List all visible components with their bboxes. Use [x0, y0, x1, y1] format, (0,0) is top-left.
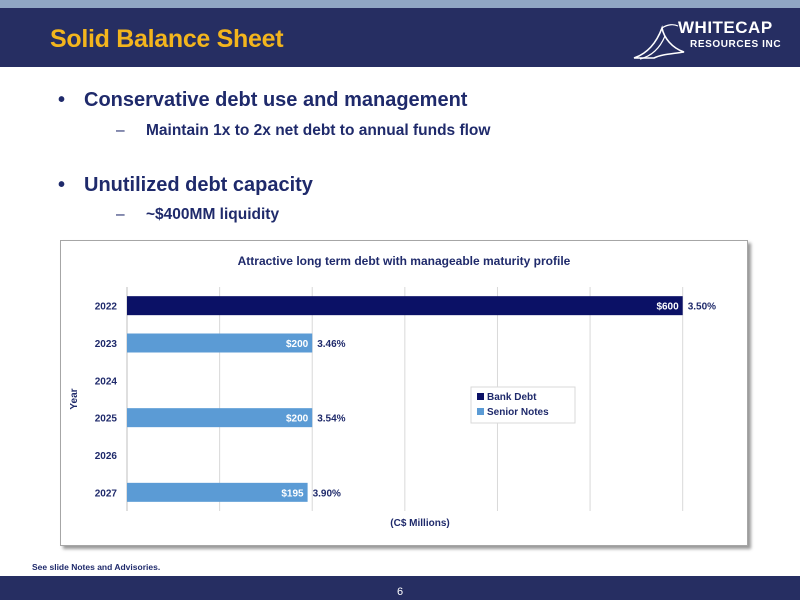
company-logo: WHITECAP RESOURCES INC	[632, 14, 792, 62]
legend-label: Senior Notes	[487, 407, 549, 418]
sub-bullet-1-text: Maintain 1x to 2x net debt to annual fun…	[146, 122, 491, 139]
slide-title: Solid Balance Sheet	[50, 25, 284, 53]
sub-bullet-2: – ~$400MM liquidity	[116, 206, 279, 224]
bullet-glyph: •	[58, 89, 66, 111]
y-tick-label: 2027	[95, 488, 118, 499]
y-tick-label: 2026	[95, 451, 118, 462]
bar-senior-notes	[127, 333, 313, 353]
dash-glyph: –	[116, 206, 125, 223]
bar-rate-label: 3.50%	[688, 302, 716, 313]
page-number: 6	[396, 586, 404, 598]
legend-swatch	[477, 408, 484, 415]
y-tick-label: 2023	[95, 339, 118, 350]
bar-value-label: $600	[656, 302, 679, 313]
legend-swatch	[477, 393, 484, 400]
footnote: See slide Notes and Advisories.	[32, 562, 161, 572]
y-tick-label: 2025	[95, 414, 118, 425]
debt-maturity-chart: Attractive long term debt with manageabl…	[60, 240, 748, 546]
bar-value-label: $195	[281, 488, 304, 499]
logo-subtext: RESOURCES INC	[690, 39, 782, 50]
chart-title: Attractive long term debt with manageabl…	[238, 254, 571, 268]
top-accent-strip	[0, 0, 800, 8]
bar-rate-label: 3.54%	[317, 414, 345, 425]
bar-senior-notes	[127, 482, 308, 502]
sub-bullet-1: – Maintain 1x to 2x net debt to annual fu…	[116, 122, 490, 140]
dash-glyph: –	[116, 122, 125, 139]
y-axis-label: Year	[69, 388, 80, 409]
bullet-2: • Unutilized debt capacity	[58, 174, 313, 197]
bar-bank-debt	[127, 296, 683, 316]
bar-rate-label: 3.46%	[317, 339, 345, 350]
bar-rate-label: 3.90%	[313, 488, 341, 499]
bullet-glyph: •	[58, 174, 66, 196]
whitecap-wave-icon	[633, 24, 685, 60]
logo-wordmark: WHITECAP	[678, 18, 773, 37]
bullet-1-text: Conservative debt use and management	[84, 89, 468, 111]
bullet-2-text: Unutilized debt capacity	[84, 174, 313, 196]
legend-box	[470, 386, 576, 424]
legend-label: Bank Debt	[487, 392, 537, 403]
slide-header: Solid Balance Sheet WHITECAP RESOURCES I…	[0, 8, 800, 67]
bar-senior-notes	[127, 408, 313, 428]
slide-footer: 6	[0, 576, 800, 600]
bullet-1: • Conservative debt use and management	[58, 89, 467, 112]
bar-value-label: $200	[286, 414, 309, 425]
y-tick-label: 2024	[95, 376, 118, 387]
x-axis-label: (C$ Millions)	[390, 518, 449, 529]
bar-value-label: $200	[286, 339, 309, 350]
y-tick-label: 2022	[95, 302, 118, 313]
chart-canvas: Attractive long term debt with manageabl…	[69, 254, 716, 529]
sub-bullet-2-text: ~$400MM liquidity	[146, 206, 280, 223]
